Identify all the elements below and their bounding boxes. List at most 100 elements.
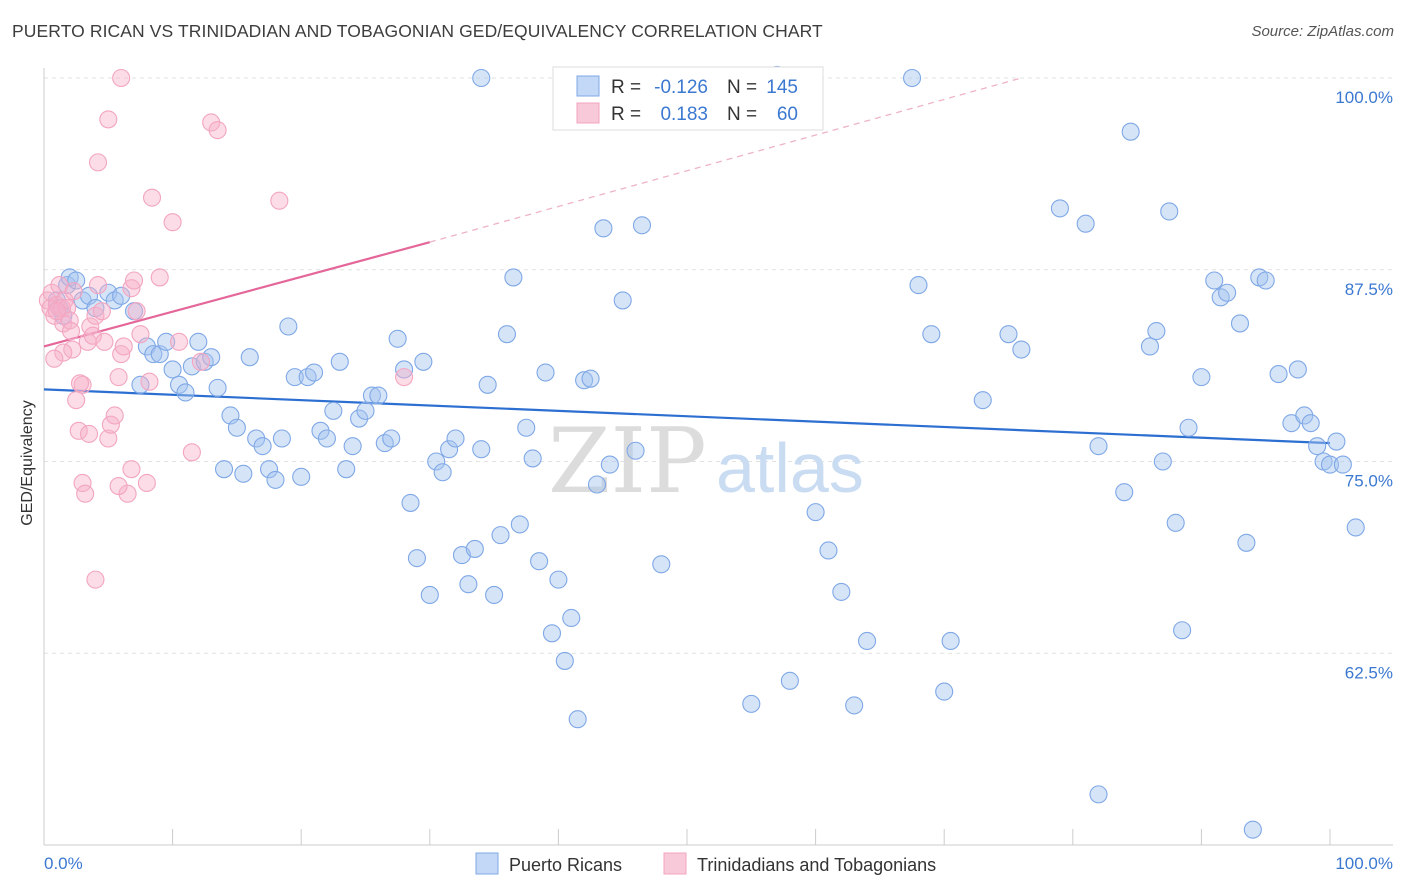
watermark-atlas: atlas — [716, 429, 864, 507]
axes — [43, 68, 1393, 846]
bottom-legend-label-puerto-ricans: Puerto Ricans — [509, 855, 622, 875]
point-trinidadians — [45, 349, 64, 368]
point-puerto-ricans — [510, 515, 529, 534]
grid-lines — [44, 77, 1393, 654]
point-puerto-ricans — [1173, 621, 1192, 640]
point-puerto-ricans — [324, 401, 343, 420]
point-puerto-ricans — [555, 651, 574, 670]
point-puerto-ricans — [285, 368, 304, 387]
point-trinidadians — [64, 282, 83, 301]
y-tick-label: 62.5% — [1345, 663, 1393, 682]
point-puerto-ricans — [272, 429, 291, 448]
point-puerto-ricans — [195, 352, 214, 371]
chart-title: PUERTO RICAN VS TRINIDADIAN AND TOBAGONI… — [12, 21, 823, 41]
legend-r-label-2: R = — [611, 104, 641, 125]
point-puerto-ricans — [227, 418, 246, 437]
point-puerto-ricans — [1308, 437, 1327, 456]
point-puerto-ricans — [305, 363, 324, 382]
point-puerto-ricans — [317, 429, 336, 448]
point-puerto-ricans — [266, 470, 285, 489]
point-puerto-ricans — [343, 437, 362, 456]
point-trinidadians — [101, 415, 120, 434]
y-tick-label: 87.5% — [1345, 280, 1393, 299]
legend-r-value-1: -0.126 — [654, 77, 708, 98]
point-puerto-ricans — [433, 463, 452, 482]
point-trinidadians — [61, 322, 81, 341]
point-trinidadians — [114, 337, 133, 356]
point-puerto-ricans — [562, 608, 581, 628]
point-puerto-ricans — [1243, 820, 1262, 839]
point-puerto-ricans — [67, 271, 86, 290]
point-puerto-ricans — [1050, 199, 1069, 218]
point-trinidadians — [76, 484, 95, 503]
point-puerto-ricans — [1333, 455, 1352, 474]
point-puerto-ricans — [1140, 337, 1160, 356]
point-puerto-ricans — [1076, 214, 1095, 233]
point-puerto-ricans — [568, 710, 587, 729]
point-trinidadians — [109, 368, 128, 387]
point-puerto-ricans — [163, 360, 182, 379]
y-axis-title: GED/Equivalency — [19, 400, 36, 525]
point-puerto-ricans — [478, 375, 497, 394]
point-puerto-ricans — [523, 449, 542, 468]
point-trinidadians — [95, 332, 114, 351]
point-trinidadians — [99, 110, 118, 129]
point-trinidadians — [191, 352, 210, 371]
y-tick-label: 75.0% — [1345, 472, 1393, 491]
point-trinidadians — [140, 372, 159, 391]
point-puerto-ricans — [240, 348, 259, 367]
point-puerto-ricans — [1121, 122, 1140, 141]
point-puerto-ricans — [504, 268, 523, 287]
point-puerto-ricans — [1160, 202, 1179, 221]
point-puerto-ricans — [806, 503, 825, 522]
y-tick-label: 100.0% — [1335, 88, 1393, 107]
point-trinidadians — [88, 153, 108, 172]
point-puerto-ricans — [1269, 365, 1288, 384]
point-puerto-ricans — [632, 216, 652, 235]
point-puerto-ricans — [742, 694, 761, 713]
bottom-legend-swatch-trinidadians — [663, 852, 687, 875]
point-trinidadians — [150, 268, 169, 287]
point-puerto-ricans — [973, 391, 992, 410]
point-puerto-ricans — [485, 585, 504, 605]
series-legend: Puerto Ricans Trinidadians and Tobagonia… — [475, 852, 936, 875]
point-trinidadians — [109, 476, 128, 496]
point-puerto-ricans — [472, 68, 491, 88]
point-trinidadians — [88, 276, 108, 295]
point-trinidadians — [99, 429, 118, 448]
point-puerto-ricans — [1218, 283, 1237, 302]
point-puerto-ricans — [362, 386, 381, 405]
point-trinidadians — [67, 391, 86, 410]
point-puerto-ricans — [575, 371, 594, 390]
x-tick-label-min: 0.0% — [44, 854, 83, 873]
point-puerto-ricans — [292, 467, 311, 486]
point-puerto-ricans — [395, 360, 414, 379]
point-trinidadians — [105, 406, 124, 425]
point-trinidadians — [73, 473, 92, 493]
legend-n-value-1: 145 — [766, 77, 798, 98]
point-puerto-ricans — [1230, 314, 1250, 333]
point-puerto-ricans — [1295, 406, 1314, 425]
watermark: ZIP atlas — [548, 409, 864, 514]
point-puerto-ricans — [1089, 437, 1108, 456]
point-trinidadians — [131, 325, 150, 344]
point-puerto-ricans — [1288, 360, 1307, 379]
point-puerto-ricans — [1115, 483, 1134, 502]
point-trinidadians — [127, 302, 146, 321]
point-puerto-ricans — [253, 437, 272, 456]
point-puerto-ricans — [1237, 533, 1256, 552]
point-puerto-ricans — [375, 434, 394, 453]
point-puerto-ricans — [626, 441, 645, 460]
point-puerto-ricans — [600, 455, 619, 474]
legend-swatch-trinidadians — [576, 102, 600, 124]
point-trinidadians — [86, 306, 105, 325]
trend-line-trinidadians — [43, 241, 431, 348]
point-trinidadians — [270, 191, 289, 210]
point-puerto-ricans — [1211, 288, 1230, 307]
point-puerto-ricans — [350, 409, 369, 428]
point-trinidadians — [208, 121, 227, 140]
point-puerto-ricans — [465, 539, 484, 558]
point-puerto-ricans — [581, 369, 600, 388]
point-puerto-ricans — [298, 368, 317, 387]
